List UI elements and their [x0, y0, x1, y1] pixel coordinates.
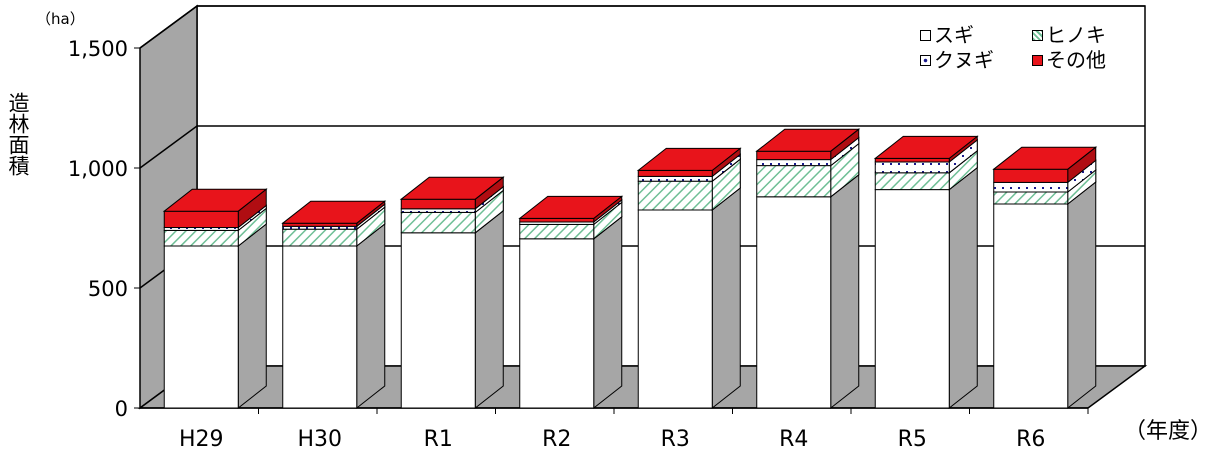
bar-segment	[756, 150, 832, 161]
gridline-side	[139, 5, 198, 49]
legend-label-sugi: スギ	[934, 23, 974, 47]
bar-segment-side	[593, 215, 623, 410]
bar-segment	[400, 211, 476, 234]
bar-segment	[874, 189, 950, 409]
x-tick-label: H29	[179, 427, 224, 452]
bar-segment	[637, 180, 713, 211]
bar-top	[636, 147, 742, 171]
x-axis-unit: （年度）	[1124, 419, 1210, 444]
bar-segment	[993, 168, 1069, 183]
bar-segment-side	[1067, 180, 1097, 410]
bar-segment-side	[830, 173, 860, 410]
bar-segment	[637, 209, 713, 409]
bar-segment	[163, 229, 239, 247]
bar-segment-side	[237, 222, 267, 410]
bar-segment	[637, 169, 713, 177]
bar-segment-side	[948, 166, 978, 410]
bar-segment	[282, 245, 358, 409]
x-tick-label: R4	[779, 427, 808, 452]
bar-segment	[874, 161, 950, 174]
legend-swatch-sugi	[920, 30, 931, 41]
x-tick-label: R5	[898, 427, 927, 452]
legend-swatch-hinoki	[1032, 30, 1043, 41]
bar-segment	[163, 210, 239, 229]
legend-swatch-sonota	[1032, 55, 1043, 66]
bar-top	[281, 200, 387, 224]
x-tick-label: H30	[297, 427, 342, 452]
x-tick-label: R1	[424, 427, 453, 452]
bar-segment	[993, 203, 1069, 409]
x-tick-label: R6	[1016, 427, 1045, 452]
bar-segment	[519, 217, 595, 223]
y-tick-label: 0	[115, 397, 128, 421]
legend-label-kunugi: クヌギ	[934, 48, 994, 72]
bar-top	[992, 146, 1098, 170]
bar-top	[162, 188, 268, 212]
legend-label-hinoki: ヒノキ	[1046, 23, 1106, 47]
bar-segment	[756, 165, 832, 198]
bar-segment	[163, 245, 239, 409]
bar-segment	[282, 228, 358, 247]
bar-segment-side	[474, 209, 504, 410]
bar-top	[755, 128, 861, 152]
bar-segment	[400, 232, 476, 409]
y-tick-label: 500	[88, 277, 128, 301]
legend-item-hinoki: ヒノキ	[1032, 24, 1106, 46]
bar-top	[873, 135, 979, 159]
bar-top	[399, 176, 505, 200]
bar-segment	[519, 223, 595, 240]
bar-segment	[519, 238, 595, 409]
bar-segment	[756, 196, 832, 409]
legend-label-sonota: その他	[1046, 48, 1106, 72]
y-tick-label: 1,000	[68, 157, 128, 181]
gridline-side	[139, 125, 198, 169]
y-axis-unit: （ha）	[36, 10, 85, 28]
x-tick-label: R3	[661, 427, 690, 452]
legend-swatch-kunugi	[920, 55, 931, 66]
bar-segment	[874, 157, 950, 163]
y-tick-label: 1,500	[68, 37, 128, 61]
bar-segment	[400, 208, 476, 213]
bar-segment	[993, 191, 1069, 205]
x-tick-label: R2	[542, 427, 571, 452]
bar-segment	[637, 175, 713, 182]
bar-top	[518, 195, 624, 219]
bar-segment	[874, 172, 950, 191]
bar-segment	[400, 198, 476, 210]
legend-item-kunugi: クヌギ	[920, 49, 994, 71]
bar-segment	[993, 181, 1069, 193]
bar-segment-side	[356, 222, 386, 410]
y-axis-label: 造林面積	[6, 92, 30, 176]
legend-item-sonota: その他	[1032, 49, 1106, 71]
bar-segment-side	[711, 186, 741, 410]
bar-segment	[756, 159, 832, 167]
legend-item-sugi: スギ	[920, 24, 974, 46]
